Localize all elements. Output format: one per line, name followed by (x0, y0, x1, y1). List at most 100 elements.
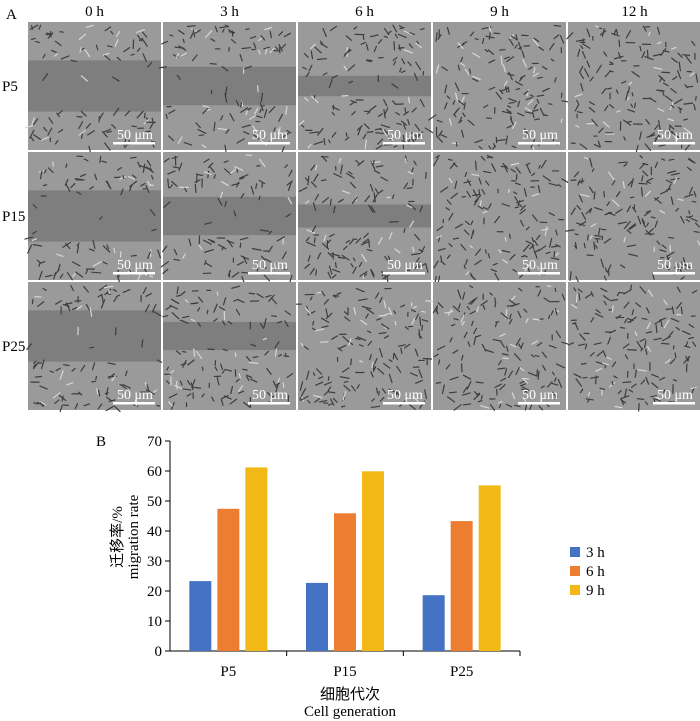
cell-mark (639, 45, 642, 52)
cell-mark (651, 373, 660, 378)
cell-mark (673, 177, 678, 185)
cell-mark (80, 132, 84, 139)
cell-mark (672, 379, 678, 382)
cell-mark (78, 121, 84, 130)
cell-mark (111, 124, 117, 129)
cell-texture (433, 154, 570, 285)
cell-mark (343, 48, 351, 57)
scale-bar-label: 50 μm (252, 258, 288, 273)
cell-mark (465, 271, 470, 276)
cell-mark (676, 302, 683, 310)
cell-mark (553, 34, 560, 40)
cell-mark (579, 65, 584, 73)
cell-mark (222, 320, 226, 326)
scale-bar-line (383, 142, 425, 145)
cell-mark (695, 95, 697, 101)
cell-mark (366, 330, 372, 334)
cell-mark (601, 28, 605, 38)
scale-bar: 50 μm (248, 128, 290, 145)
cell-mark (470, 296, 478, 305)
cell-mark (652, 53, 663, 57)
cell-mark (509, 253, 516, 261)
cell-mark (96, 388, 99, 395)
cell-mark (243, 65, 253, 70)
cell-mark (618, 51, 621, 59)
cell-mark (176, 74, 181, 81)
micrograph-image: 50 μm (162, 282, 296, 410)
cell-mark (551, 382, 559, 386)
cell-mark (99, 216, 103, 221)
cell-mark (314, 46, 322, 54)
scale-bar-line (653, 272, 695, 275)
cell-mark (413, 72, 418, 82)
cell-mark (222, 348, 228, 352)
cell-mark (123, 47, 131, 53)
cell-mark (621, 80, 627, 84)
cell-mark (355, 237, 362, 244)
cell-mark (104, 55, 111, 61)
cell-mark (136, 110, 144, 119)
cell-mark (505, 85, 508, 93)
cell-mark (85, 122, 92, 129)
cell-mark (523, 308, 528, 313)
cell-mark (404, 343, 411, 349)
cell-mark (637, 369, 647, 372)
cell-mark (197, 307, 201, 312)
cell-mark (286, 180, 293, 186)
cell-mark (478, 145, 483, 150)
cell-mark (566, 32, 574, 40)
cell-mark (588, 101, 595, 106)
cell-mark (670, 172, 680, 176)
cell-mark (645, 307, 650, 314)
cell-mark (104, 288, 112, 296)
cell-mark (29, 24, 39, 30)
cell-mark (43, 169, 47, 174)
cell-mark (525, 162, 531, 166)
cell-mark (622, 343, 630, 349)
cell-mark (415, 313, 420, 321)
cell-mark (54, 399, 60, 405)
cell-mark (603, 105, 609, 112)
cell-mark (536, 342, 543, 347)
cell-mark (514, 44, 518, 49)
cell-mark (263, 318, 267, 329)
cell-mark (533, 67, 536, 74)
cell-mark (112, 288, 118, 292)
cell-mark (695, 222, 700, 228)
cell-mark (377, 39, 383, 44)
cell-mark (409, 372, 418, 377)
cell-mark (586, 254, 594, 257)
cell-mark (536, 76, 543, 79)
cell-mark (653, 397, 656, 403)
cell-mark (304, 177, 309, 182)
cell-mark (474, 334, 482, 338)
cell-mark (186, 379, 191, 386)
cell-mark (80, 364, 86, 372)
cell-mark (589, 376, 600, 379)
cell-mark (204, 221, 213, 225)
cell-mark (654, 398, 662, 402)
scale-bar: 50 μm (248, 258, 290, 275)
cell-mark (239, 174, 249, 179)
cell-mark (249, 35, 257, 39)
cell-mark (398, 25, 404, 29)
cell-mark (220, 115, 224, 121)
cell-mark (615, 208, 623, 214)
cell-mark (241, 47, 251, 50)
cell-mark (266, 367, 272, 375)
cell-mark (407, 171, 414, 175)
bar (306, 582, 328, 651)
cell-mark (214, 366, 218, 371)
cell-mark (475, 160, 477, 171)
cell-mark (369, 354, 372, 361)
cell-mark (507, 73, 515, 77)
cell-mark (116, 56, 122, 61)
cell-mark (303, 52, 309, 58)
cell-mark (448, 243, 453, 248)
cell-mark (586, 60, 591, 68)
scale-bar: 50 μm (113, 258, 155, 275)
cell-mark (339, 376, 350, 379)
cell-mark (313, 173, 319, 182)
cell-mark (40, 359, 45, 370)
cell-mark (167, 178, 170, 189)
